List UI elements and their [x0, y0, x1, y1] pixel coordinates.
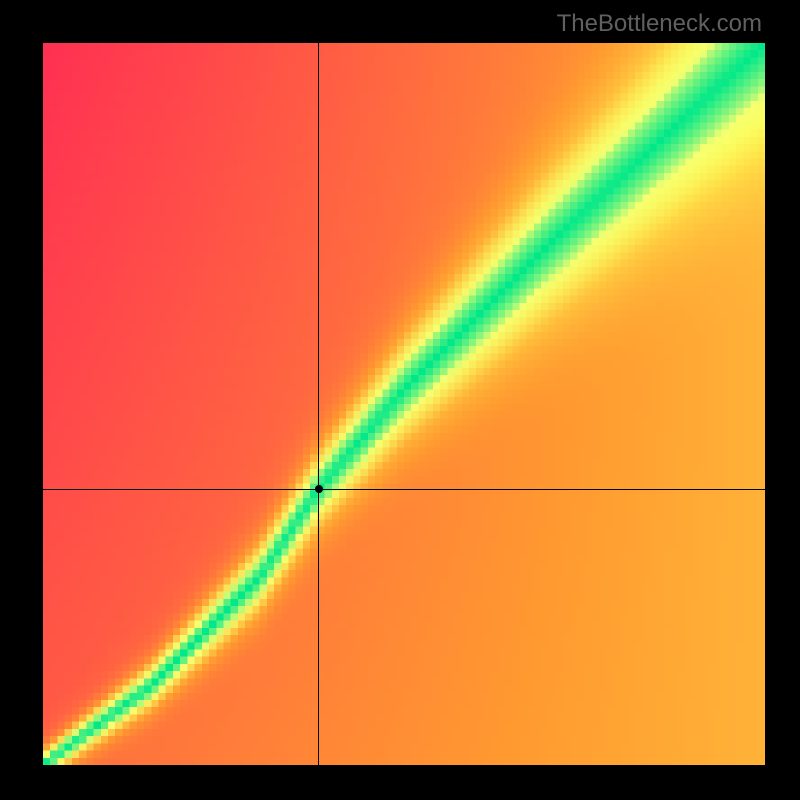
crosshair-dot — [315, 485, 323, 493]
chart-container: TheBottleneck.com — [0, 0, 800, 800]
watermark-text: TheBottleneck.com — [557, 10, 762, 38]
bottleneck-heatmap — [43, 43, 765, 765]
crosshair-vertical — [318, 43, 319, 765]
crosshair-horizontal — [43, 489, 765, 490]
